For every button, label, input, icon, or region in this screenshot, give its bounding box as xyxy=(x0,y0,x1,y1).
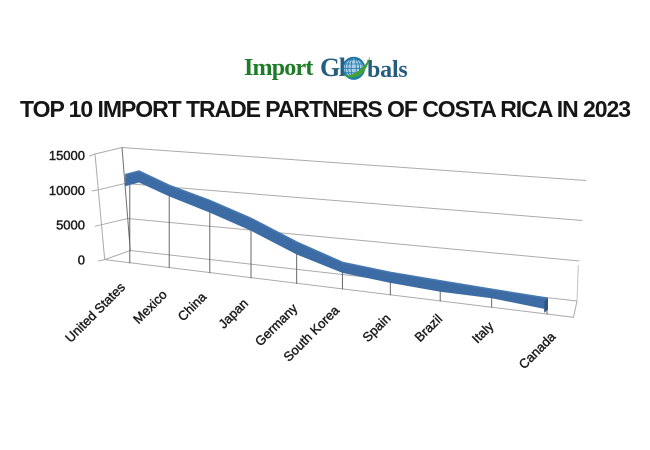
svg-text:Japan: Japan xyxy=(215,296,251,332)
svg-text:Mexico: Mexico xyxy=(130,287,170,327)
svg-text:5000: 5000 xyxy=(56,217,85,232)
svg-text:15000: 15000 xyxy=(49,148,85,163)
svg-text:10000: 10000 xyxy=(49,183,85,198)
svg-text:Italy: Italy xyxy=(469,318,497,346)
svg-text:China: China xyxy=(175,289,210,324)
svg-text:0: 0 xyxy=(78,252,85,267)
svg-text:Canada: Canada xyxy=(516,328,559,371)
svg-text:United States: United States xyxy=(62,279,128,345)
svg-text:Spain: Spain xyxy=(359,311,393,345)
svg-text:Brazil: Brazil xyxy=(412,311,446,345)
